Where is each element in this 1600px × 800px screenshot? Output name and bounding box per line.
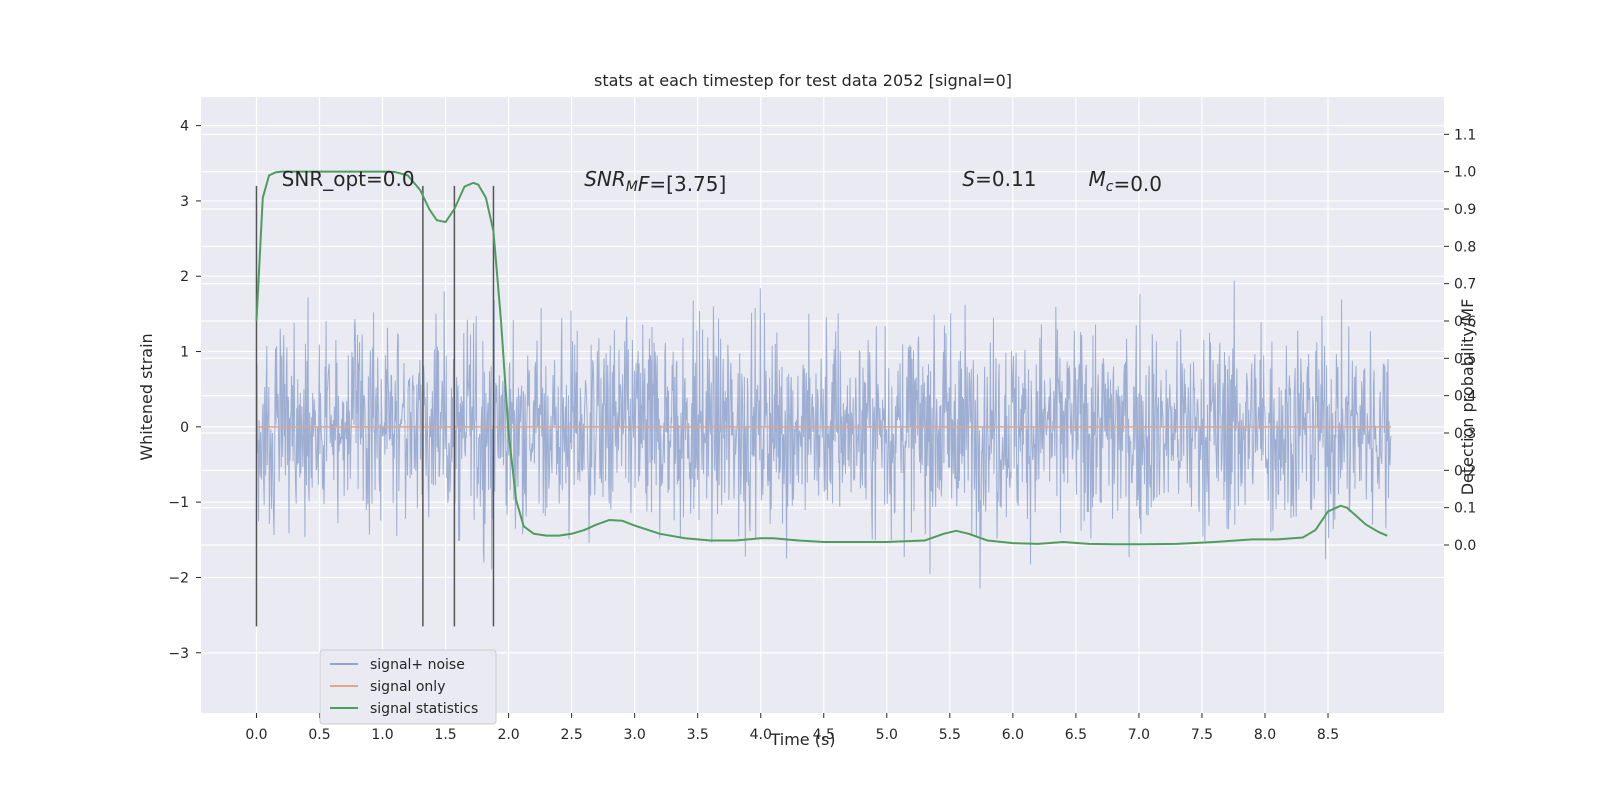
x-tick-label: 1.0 xyxy=(371,727,393,743)
annotation-1: SNR_opt=0.0 xyxy=(282,167,415,191)
y-right-tick-label: 1.1 xyxy=(1454,127,1476,143)
y-right-tick-label: 0.6 xyxy=(1454,314,1476,330)
y-tick-label: 0 xyxy=(180,420,189,436)
y-tick-label: −1 xyxy=(168,495,189,511)
annotation-2: SNRMF=[3.75] xyxy=(584,167,726,196)
y-right-tick-label: 0.1 xyxy=(1454,501,1476,517)
legend-label-signal-noise: signal+ noise xyxy=(370,657,465,673)
y-axis-label: Whitened strain xyxy=(137,333,156,460)
series-signal-noise xyxy=(255,280,1392,589)
x-tick-label: 0.0 xyxy=(245,727,267,743)
chart-title: stats at each timestep for test data 205… xyxy=(594,71,1012,90)
y-tick-label: 2 xyxy=(180,269,189,285)
annotation-3: S=0.11 xyxy=(962,167,1036,191)
x-tick-label: 7.5 xyxy=(1191,727,1213,743)
x-tick-label: 0.5 xyxy=(308,727,330,743)
y-right-tick-label: 1.0 xyxy=(1454,165,1476,181)
x-tick-label: 5.5 xyxy=(939,727,961,743)
y-right-tick-label: 0.7 xyxy=(1454,277,1476,293)
legend-box xyxy=(319,649,497,725)
x-tick-label: 1.5 xyxy=(434,727,456,743)
series-signal-statistics xyxy=(255,170,1388,546)
x-tick-label: 6.0 xyxy=(1002,727,1024,743)
y-right-tick-label: 0.8 xyxy=(1454,239,1476,255)
x-tick-label: 4.0 xyxy=(750,727,772,743)
x-axis-label: Time (s) xyxy=(769,730,835,749)
x-tick-label: 7.0 xyxy=(1128,727,1150,743)
x-axis-ticks: 0.0 0.5 1.0 1.5 2.0 2.5 3.0 3.5 4.0 4.5 5.0 5.5 6.0 6… xyxy=(245,713,1339,743)
legend-label-signal-only: signal only xyxy=(370,679,445,695)
x-tick-label: 3.0 xyxy=(624,727,646,743)
y-right-tick-label: 0.9 xyxy=(1454,202,1476,218)
y-right-tick-label: 0.4 xyxy=(1454,389,1476,405)
x-tick-label: 2.0 xyxy=(497,727,519,743)
x-tick-label: 6.5 xyxy=(1065,727,1087,743)
noise-trace xyxy=(255,280,1392,589)
y-tick-label: 4 xyxy=(180,119,189,135)
x-tick-label: 3.5 xyxy=(687,727,709,743)
x-tick-label: 8.0 xyxy=(1254,727,1276,743)
x-tick-label: 8.5 xyxy=(1317,727,1339,743)
y-tick-label: −2 xyxy=(168,570,189,586)
y-tick-label: 1 xyxy=(180,345,189,361)
x-tick-label: 5.0 xyxy=(876,727,898,743)
x-tick-label: 4.5 xyxy=(813,727,835,743)
y-right-tick-label: 0.3 xyxy=(1454,426,1476,442)
legend-label-signal-statistics: signal statistics xyxy=(370,701,478,717)
y-right-tick-label: 0.2 xyxy=(1454,463,1476,479)
y-tick-label: −3 xyxy=(168,646,189,662)
y-right-tick-label: 0.5 xyxy=(1454,351,1476,367)
legend: signal+ noise signal only signal statist… xyxy=(319,649,497,725)
marker-vlines xyxy=(255,185,495,627)
y-right-axis-ticks: 1.1 1.0 0.9 0.8 0.7 0.6 0.5 0.4 0.3 0.2 0.1 0.0 xyxy=(1444,127,1476,554)
annotations: SNR_opt=0.0 SNRMF=[3.75] S=0.11 Mc=0.0 xyxy=(282,167,1162,196)
y-axis-ticks: 4 3 2 1 0 −1 −2 −3 xyxy=(168,119,201,662)
statistics-trace xyxy=(255,170,1388,546)
y-tick-label: 3 xyxy=(180,194,189,210)
x-tick-label: 2.5 xyxy=(560,727,582,743)
y-right-axis-label: Detection probability/MF xyxy=(1458,299,1477,496)
y-right-tick-label: 0.0 xyxy=(1454,538,1476,554)
annotation-4: Mc=0.0 xyxy=(1088,167,1162,196)
